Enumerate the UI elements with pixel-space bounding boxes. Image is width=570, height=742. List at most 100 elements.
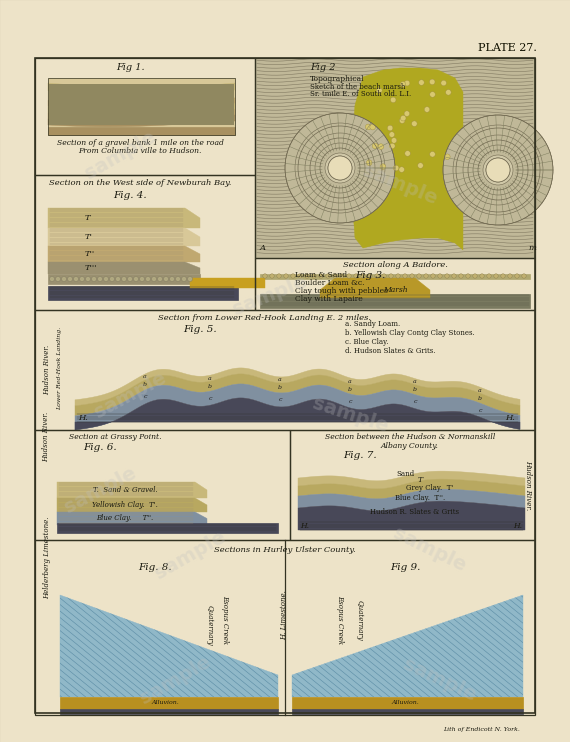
Text: c: c <box>278 398 282 402</box>
Text: Clay with Lapaire: Clay with Lapaire <box>295 295 363 303</box>
Polygon shape <box>75 384 520 430</box>
Polygon shape <box>75 368 520 406</box>
Text: Blue Clay.  T''.: Blue Clay. T''. <box>395 494 445 502</box>
Bar <box>35 310 535 430</box>
Circle shape <box>169 277 174 281</box>
Bar <box>292 709 523 714</box>
Polygon shape <box>48 228 200 246</box>
Circle shape <box>92 277 96 281</box>
Circle shape <box>522 274 526 278</box>
Text: T': T' <box>85 233 93 241</box>
Circle shape <box>361 274 365 278</box>
Polygon shape <box>48 91 235 104</box>
Text: Fig 3.: Fig 3. <box>355 272 385 280</box>
Text: sample: sample <box>136 652 214 708</box>
Circle shape <box>393 165 399 171</box>
Text: Alluvion.: Alluvion. <box>151 700 179 706</box>
Polygon shape <box>48 83 235 96</box>
Polygon shape <box>48 246 200 262</box>
Text: Loam & Sand: Loam & Sand <box>295 271 347 279</box>
Circle shape <box>145 277 150 281</box>
Circle shape <box>176 277 181 281</box>
Bar <box>35 540 535 715</box>
Circle shape <box>389 143 395 149</box>
Text: T: T <box>417 476 422 484</box>
Text: Quaternary: Quaternary <box>206 605 214 646</box>
Circle shape <box>377 88 382 93</box>
Bar <box>290 430 535 540</box>
Circle shape <box>452 274 456 278</box>
Circle shape <box>284 274 288 278</box>
Circle shape <box>305 274 309 278</box>
Wedge shape <box>325 153 355 183</box>
Polygon shape <box>48 208 200 228</box>
Text: Hudson River.: Hudson River. <box>524 460 532 510</box>
Text: Hudson River.: Hudson River. <box>42 412 50 462</box>
Circle shape <box>445 154 450 160</box>
Circle shape <box>389 274 393 278</box>
Circle shape <box>312 274 316 278</box>
Text: T.  Sand & Gravel.: T. Sand & Gravel. <box>92 486 157 494</box>
Circle shape <box>418 79 424 85</box>
Circle shape <box>326 274 330 278</box>
Circle shape <box>164 277 169 281</box>
Text: T'': T'' <box>85 250 95 258</box>
Text: b: b <box>143 382 147 387</box>
Circle shape <box>277 274 281 278</box>
Circle shape <box>466 274 470 278</box>
Text: Marsh: Marsh <box>382 286 408 294</box>
Text: T''': T''' <box>85 264 97 272</box>
Text: Fig. 6.: Fig. 6. <box>83 442 117 451</box>
Bar <box>260 294 530 308</box>
Wedge shape <box>443 115 553 225</box>
Circle shape <box>188 277 193 281</box>
Wedge shape <box>315 143 365 193</box>
Circle shape <box>347 274 351 278</box>
Circle shape <box>473 274 477 278</box>
Text: c: c <box>413 399 417 404</box>
Text: sample: sample <box>61 463 139 517</box>
Text: b: b <box>478 395 482 401</box>
Text: Grey Clay.  T': Grey Clay. T' <box>406 484 454 492</box>
Text: b: b <box>278 385 282 390</box>
Circle shape <box>424 107 430 112</box>
Wedge shape <box>463 135 533 205</box>
Polygon shape <box>298 489 525 510</box>
Polygon shape <box>48 98 235 110</box>
Text: a: a <box>413 379 417 384</box>
Text: Sketch of the beach marsh: Sketch of the beach marsh <box>310 83 405 91</box>
Text: c: c <box>478 407 482 413</box>
Bar <box>255 258 535 309</box>
Text: Blue Clay.     T''.: Blue Clay. T''. <box>96 514 154 522</box>
Text: Esopus Creek: Esopus Creek <box>221 595 229 645</box>
Text: sample: sample <box>360 162 440 209</box>
Circle shape <box>152 277 157 281</box>
Bar <box>35 540 535 715</box>
Text: Section of a gravel bank 1 mile on the road: Section of a gravel bank 1 mile on the r… <box>56 139 223 147</box>
Text: sample: sample <box>310 394 390 436</box>
Polygon shape <box>298 479 525 499</box>
Circle shape <box>459 274 463 278</box>
Text: Sr. tmile E. of South old. L.I.: Sr. tmile E. of South old. L.I. <box>310 90 411 98</box>
Circle shape <box>79 277 84 281</box>
Circle shape <box>441 80 446 86</box>
Polygon shape <box>57 482 207 498</box>
Circle shape <box>400 118 405 123</box>
Circle shape <box>333 274 337 278</box>
Bar <box>35 310 535 430</box>
Text: a: a <box>278 378 282 382</box>
Circle shape <box>86 277 91 281</box>
Text: sample: sample <box>81 127 159 183</box>
Text: sample: sample <box>230 272 310 318</box>
Circle shape <box>270 274 274 278</box>
Circle shape <box>404 80 410 86</box>
Circle shape <box>367 160 372 165</box>
Text: H.: H. <box>505 414 515 422</box>
Circle shape <box>116 277 120 281</box>
Text: Section from Lower Red-Hook Landing E. 2 miles.: Section from Lower Red-Hook Landing E. 2… <box>158 314 372 322</box>
Circle shape <box>50 277 55 281</box>
Text: c: c <box>348 398 352 404</box>
Circle shape <box>382 274 386 278</box>
Circle shape <box>319 274 323 278</box>
Polygon shape <box>75 398 520 430</box>
